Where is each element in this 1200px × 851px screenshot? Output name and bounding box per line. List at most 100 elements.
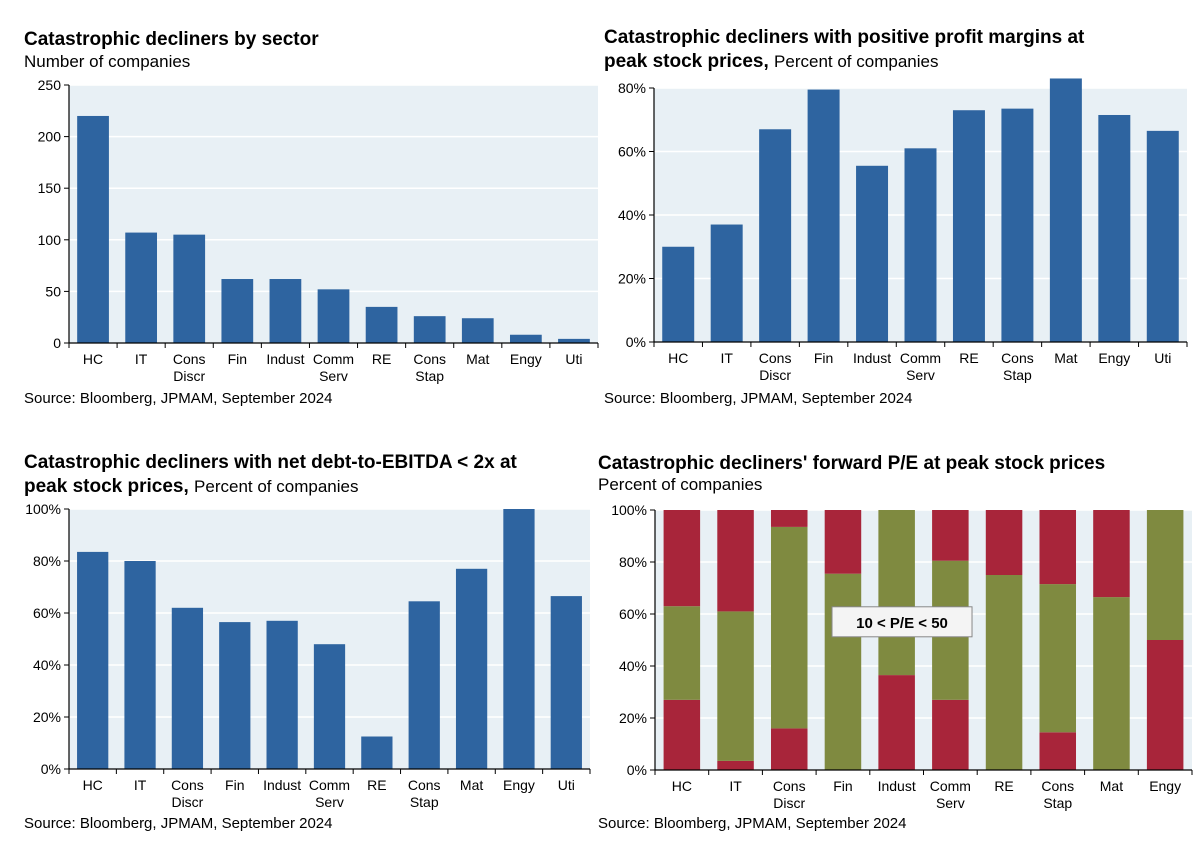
bar [365, 306, 398, 343]
x-tick-label: Cons [408, 777, 441, 793]
y-tick-label: 40% [619, 658, 647, 674]
bar [266, 620, 298, 769]
bar-segment [932, 699, 969, 770]
y-tick-label: 80% [618, 80, 646, 96]
x-tick-label: IT [135, 351, 148, 367]
y-tick-label: 80% [33, 553, 61, 569]
x-tick-label: Mat [1054, 350, 1077, 366]
bar-segment [663, 510, 701, 607]
bar [361, 736, 393, 769]
bar [807, 89, 840, 343]
bar [408, 601, 440, 769]
x-tick-label: Engy [510, 351, 542, 367]
chart-source: Source: Bloomberg, JPMAM, September 2024 [24, 390, 333, 407]
bar-segment [663, 699, 701, 770]
bar [856, 165, 889, 342]
chart-panel-profit-margins: Catastrophic decliners with positive pro… [600, 0, 1190, 425]
y-tick-label: 100% [611, 502, 647, 518]
y-tick-label: 80% [619, 554, 647, 570]
y-tick-label: 0% [627, 762, 647, 778]
y-tick-label: 60% [619, 606, 647, 622]
bar-segment [878, 675, 915, 770]
bar [77, 115, 109, 344]
bar-segment [985, 575, 1023, 770]
x-tick-label: Stap [1043, 795, 1072, 811]
x-tick-label: Engy [503, 777, 535, 793]
x-tick-label: Engy [1149, 778, 1181, 794]
chart-title-line2: peak stock prices, Percent of companies [604, 50, 938, 74]
x-tick-label: Stap [1003, 367, 1032, 383]
x-tick-label: Cons [173, 351, 206, 367]
bar [413, 316, 446, 343]
bar [313, 644, 346, 769]
x-tick-label: Fin [814, 350, 833, 366]
x-tick-label: IT [729, 778, 742, 794]
chart-subtitle: Number of companies [24, 52, 191, 71]
chart-title-cont: peak stock prices, [604, 51, 769, 72]
bar-segment [1039, 732, 1077, 770]
chart-subtitle: Percent of companies [194, 477, 359, 496]
y-tick-label: 0% [626, 334, 646, 350]
x-tick-label: RE [367, 777, 386, 793]
chart-title: Catastrophic decliners with net debt-to-… [24, 452, 517, 473]
y-tick-label: 150 [38, 180, 62, 196]
chart-panel-debt-ebitda: Catastrophic decliners with net debt-to-… [0, 426, 591, 851]
bar [221, 279, 254, 343]
bar-segment [1039, 510, 1077, 585]
bar [125, 232, 158, 343]
x-tick-label: RE [959, 350, 978, 366]
bar-segment [1039, 584, 1077, 733]
chart-subtitle: Percent of companies [598, 475, 763, 494]
x-tick-label: Stap [415, 368, 444, 384]
y-tick-label: 200 [38, 129, 62, 145]
bar [1001, 108, 1034, 342]
bar [503, 509, 535, 769]
bar-segment [824, 573, 862, 770]
x-tick-label: Mat [466, 351, 489, 367]
bar [1049, 78, 1082, 342]
bar [1098, 114, 1131, 342]
y-tick-label: 0 [53, 335, 61, 351]
chart-title: Catastrophic decliners with positive pro… [604, 27, 1085, 48]
bar-segment [932, 510, 969, 561]
x-tick-label: Cons [759, 350, 792, 366]
chart-title-cont: peak stock prices, [24, 476, 189, 497]
x-tick-label: Mat [460, 777, 483, 793]
x-tick-label: HC [668, 350, 688, 366]
y-tick-label: 60% [33, 605, 61, 621]
bar-segment [663, 606, 701, 700]
x-tick-label: Indust [853, 350, 891, 366]
x-tick-label: Comm [900, 350, 941, 366]
x-tick-label: RE [372, 351, 391, 367]
bar [662, 246, 695, 342]
y-tick-label: 100 [38, 232, 62, 248]
chart-title: Catastrophic decliners by sector [24, 29, 319, 50]
chart-panel-sector-count: Catastrophic decliners by sector Number … [0, 0, 599, 425]
x-tick-label: Discr [759, 367, 791, 383]
x-tick-label: Indust [878, 778, 916, 794]
x-tick-label: Engy [1098, 350, 1130, 366]
bar [461, 318, 494, 343]
bar [317, 289, 350, 343]
x-tick-label: Fin [228, 351, 247, 367]
x-tick-label: Cons [1001, 350, 1034, 366]
bar [509, 334, 542, 343]
x-tick-label: Cons [1041, 778, 1074, 794]
x-tick-label: Uti [565, 351, 582, 367]
bar [904, 148, 937, 342]
x-tick-label: Comm [313, 351, 354, 367]
bar-segment [878, 510, 915, 676]
y-tick-label: 20% [619, 710, 647, 726]
bar-segment [1093, 597, 1130, 770]
y-tick-label: 50 [45, 283, 61, 299]
chart-title: Catastrophic decliners' forward P/E at p… [598, 453, 1106, 474]
bar [558, 338, 590, 343]
bar-segment [770, 728, 808, 770]
bar-segment [1146, 640, 1184, 770]
bar [77, 551, 109, 769]
bar [124, 561, 156, 769]
x-tick-label: HC [672, 778, 692, 794]
x-tick-label: Serv [315, 794, 344, 810]
x-tick-label: HC [83, 777, 103, 793]
